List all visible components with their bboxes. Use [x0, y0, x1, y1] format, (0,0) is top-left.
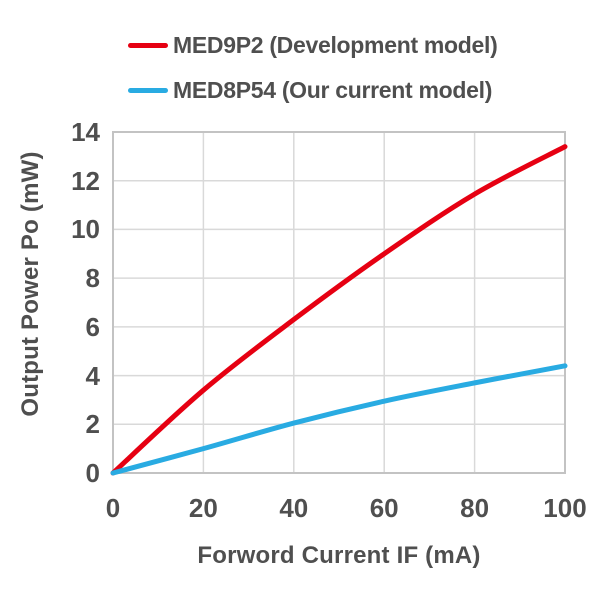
x-axis-title: Forword Current IF (mA): [197, 542, 481, 569]
series-line-2: [110, 363, 568, 476]
y-tick-label: 2: [85, 409, 100, 440]
x-tick-label: 0: [105, 493, 121, 523]
y-tick-label: 0: [85, 458, 100, 488]
plot-border: [112, 131, 566, 474]
legend-item-med8p54: MED8P54 (Our current model): [128, 74, 498, 106]
legend-label-med8p54: MED8P54 (Our current model): [173, 76, 493, 103]
y-tick-label: 10: [71, 214, 100, 245]
legend-line-swatch-blue: [128, 87, 168, 93]
x-tick-label: 60: [369, 493, 399, 523]
x-tick-label: 100: [543, 493, 587, 523]
y-tick-label: 4: [85, 360, 100, 391]
x-tick-label: 80: [460, 493, 490, 523]
y-tick-label: 8: [85, 263, 100, 294]
x-tick-label: 20: [188, 493, 218, 523]
y-tick-label: 14: [71, 117, 100, 147]
legend-item-med9p2: MED9P2 (Development model): [128, 29, 498, 61]
x-tick-label: 40: [279, 493, 309, 523]
series-line-1: [110, 144, 568, 476]
legend-label-med9p2: MED9P2 (Development model): [173, 31, 498, 58]
chart-legend: MED9P2 (Development model) MED8P54 (Our …: [128, 29, 498, 106]
y-tick-label: 6: [85, 311, 100, 342]
y-tick-label: 12: [71, 165, 100, 196]
legend-line-swatch-red: [128, 42, 168, 48]
